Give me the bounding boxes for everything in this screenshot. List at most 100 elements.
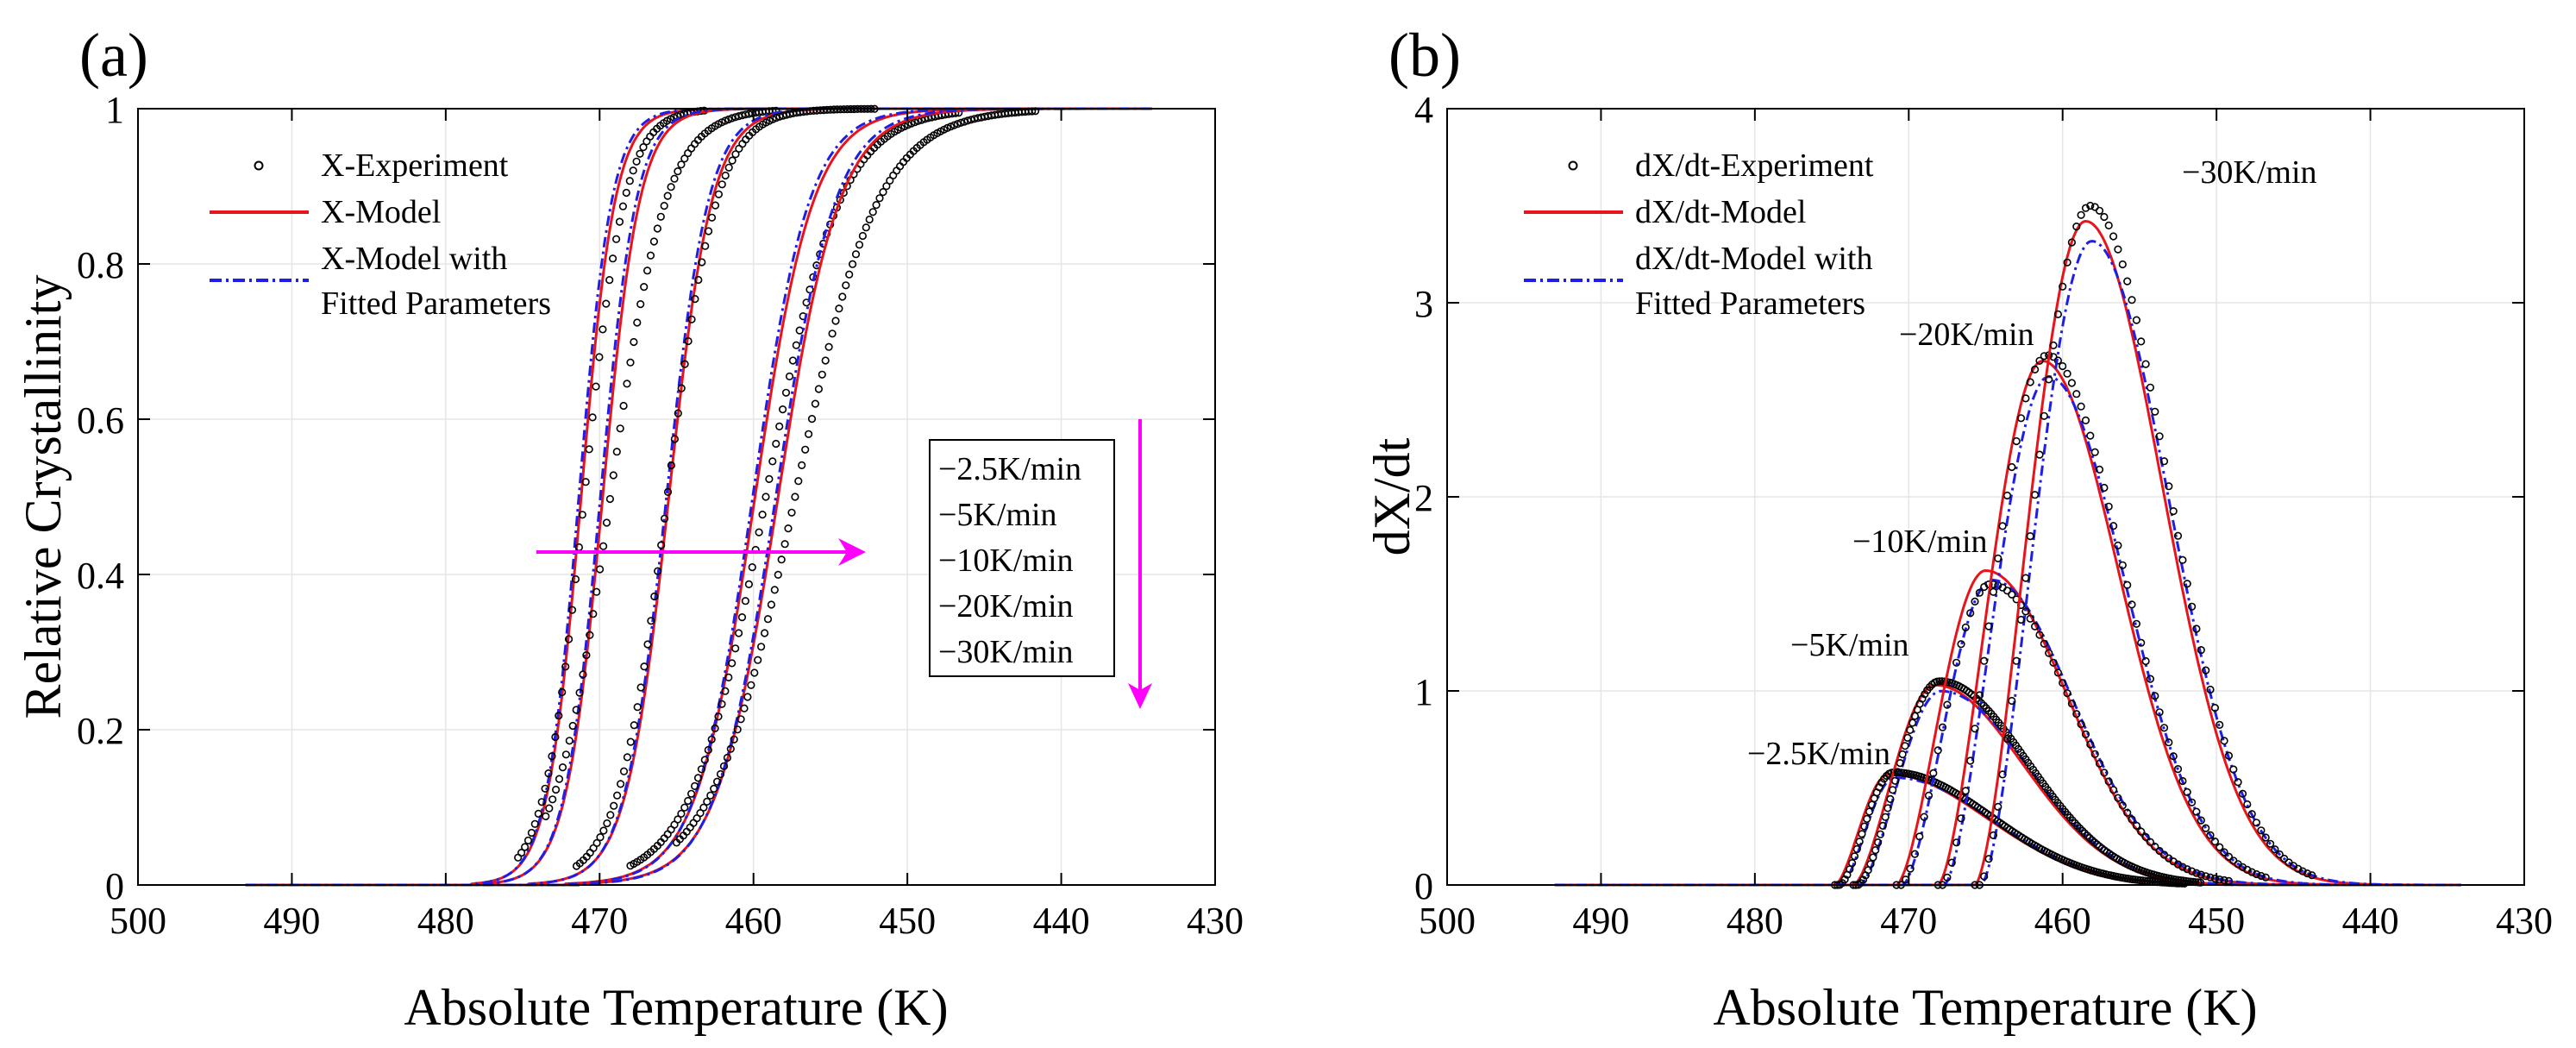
experiment-point-b [1883, 804, 1892, 813]
experiment-point-b [1980, 872, 1989, 881]
rate-label-5: −30K/min [938, 634, 1074, 670]
panel-a-ticks: 0 0.2 0.4 0.6 0.8 1 500 490 480 470 460 450 440 430 [77, 89, 1244, 942]
experiment-point-b [2188, 602, 2197, 611]
rate-label-1: −2.5K/min [938, 451, 1081, 487]
experiment-point-a [571, 574, 580, 584]
experiment-point-b [2275, 850, 2284, 859]
experiment-point-a [698, 258, 706, 267]
experiment-point-b [2118, 260, 2127, 269]
experiment-point-a [548, 795, 557, 804]
experiment-point-a [667, 461, 676, 470]
experiment-point-b [2271, 845, 2279, 854]
experiment-point-a [650, 592, 659, 601]
experiment-point-b [2031, 622, 2040, 631]
experiment-point-b [1952, 658, 1961, 667]
experiment-point-a [748, 562, 756, 572]
experiment-point-b [2128, 296, 2136, 304]
experiment-point-a [602, 518, 611, 527]
experiment-point-b [2141, 360, 2150, 368]
experiment-point-b [2081, 416, 2090, 425]
experiment-point-a [721, 171, 730, 180]
experiment-point-a [581, 478, 590, 486]
experiment-point-b [2026, 378, 2034, 386]
experiment-point-a [772, 439, 780, 449]
experiment-point-a [765, 474, 774, 484]
experiment-point-b [2151, 692, 2159, 700]
experiment-point-b [2021, 574, 2030, 582]
experiment-point-b [2016, 414, 2026, 423]
experiment-point-b [2202, 666, 2210, 675]
experiment-point-a [530, 819, 539, 828]
experiment-point-a [686, 789, 696, 798]
experiment-point-b [2224, 751, 2233, 760]
experiment-point-a [636, 683, 645, 692]
experiment-point-b [1906, 725, 1915, 735]
experiment-point-a [772, 114, 780, 122]
experiment-point-a [534, 809, 542, 819]
experiment-point-a [787, 508, 796, 517]
experiment-point-a [792, 341, 800, 349]
panel-a-label: (a) [79, 21, 148, 90]
experiment-point-a [646, 251, 655, 260]
experiment-point-a [821, 356, 830, 365]
experiment-point-a [609, 471, 617, 480]
experiment-point-b [2059, 282, 2067, 291]
experiment-point-a [737, 612, 747, 622]
experiment-point-a [520, 843, 530, 851]
experiment-point-a [858, 231, 868, 241]
experiment-point-a [558, 687, 567, 697]
y-tick-label: 1 [1414, 671, 1433, 713]
experiment-point-a [680, 803, 689, 812]
experiment-point-b [1938, 723, 1947, 731]
experiment-point-b [2197, 816, 2205, 825]
experiment-point-b [1980, 656, 1989, 665]
experiment-point-b [2252, 819, 2261, 827]
experiment-point-b [1943, 700, 1952, 709]
experiment-point-a [726, 744, 735, 753]
experiment-point-b [2067, 379, 2076, 387]
experiment-point-a [649, 237, 659, 246]
panel-b-legend: dX/dt-Experiment dX/dt-Model dX/dt-Model… [1524, 147, 1874, 322]
x-tick-label: 440 [2342, 900, 2399, 942]
experiment-point-a [882, 182, 891, 191]
experiment-point-a [831, 317, 840, 325]
experiment-point-a [718, 180, 726, 189]
experiment-point-a [701, 242, 710, 250]
experiment-point-b [2243, 800, 2252, 809]
experiment-point-b [1850, 852, 1859, 861]
experiment-point-a [592, 382, 600, 391]
experiment-point-a [677, 384, 686, 392]
experiment-point-a [595, 353, 604, 361]
experiment-point-a [555, 775, 564, 783]
experiment-point-b [2109, 522, 2118, 530]
experiment-point-b [2083, 831, 2091, 840]
experiment-point-b [1910, 850, 1919, 858]
experiment-point-b [2095, 759, 2104, 768]
experiment-point-a [653, 224, 662, 233]
experiment-point-b [2031, 365, 2040, 374]
x-tick-label: 440 [1033, 900, 1090, 942]
experiment-point-b [2077, 719, 2085, 729]
experiment-point-b [1852, 844, 1861, 854]
legend-fitted-label-2: Fitted Parameters [321, 286, 551, 322]
experiment-point-a [696, 808, 705, 818]
experiment-point-b [2035, 450, 2044, 459]
experiment-point-a [558, 762, 567, 772]
experiment-point-a [868, 208, 877, 217]
experiment-point-b [2183, 865, 2191, 874]
experiment-point-b [2072, 390, 2081, 398]
experiment-point-a [568, 721, 577, 731]
experiment-point-a [728, 156, 736, 165]
experiment-point-b [2178, 863, 2187, 871]
experiment-point-a [842, 281, 850, 290]
experiment-point-a [750, 668, 759, 677]
experiment-point-b [2155, 708, 2164, 717]
experiment-point-b [2216, 843, 2224, 851]
experiment-point-a [599, 542, 608, 550]
experiment-point-b [2026, 531, 2034, 541]
experiment-point-a [677, 160, 686, 169]
experiment-point-a [592, 838, 601, 848]
rate-label-3: −10K/min [938, 543, 1074, 579]
experiment-point-a [865, 215, 874, 224]
fitted-curve-b-3 [1554, 375, 2461, 887]
